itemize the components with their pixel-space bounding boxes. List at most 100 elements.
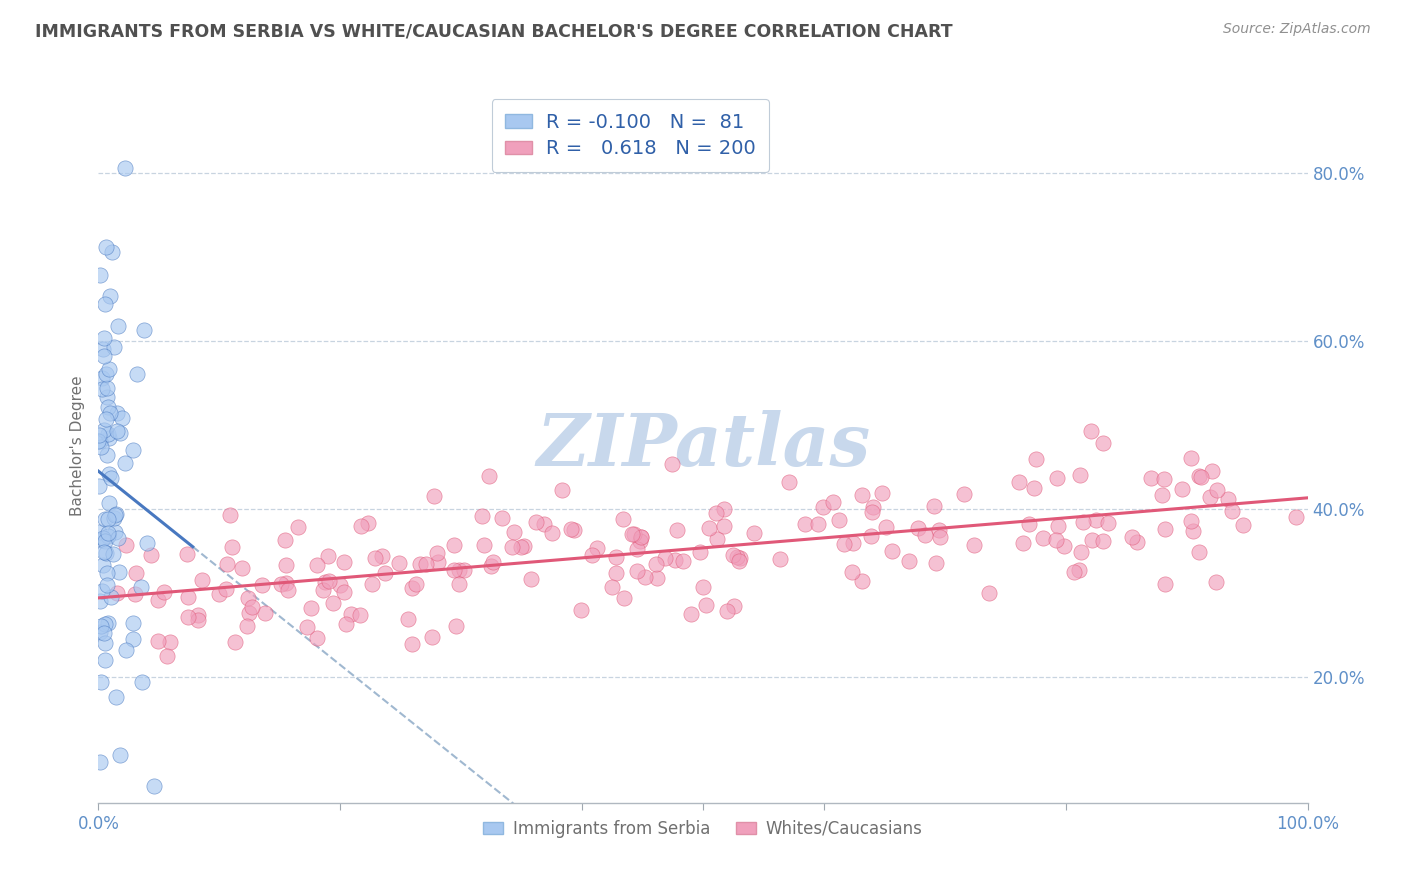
Point: [129, 580, 152, 594]
Point: [447, 576, 470, 591]
Point: [103, 511, 125, 525]
Point: [177, 610, 200, 624]
Point: [1081, 533, 1104, 547]
Point: [90, 533, 112, 548]
Point: [91, 583, 114, 598]
Point: [1067, 563, 1090, 577]
Point: [1189, 470, 1212, 484]
Point: [626, 542, 648, 557]
Point: [560, 522, 582, 536]
Point: [93, 423, 115, 437]
Point: [689, 545, 711, 559]
Point: [623, 526, 645, 541]
Point: [605, 566, 627, 581]
Point: [769, 552, 792, 566]
Point: [423, 489, 446, 503]
Point: [977, 586, 1000, 600]
Point: [963, 538, 986, 552]
Point: [922, 499, 945, 513]
Point: [215, 557, 238, 571]
Point: [1053, 540, 1076, 554]
Point: [520, 572, 543, 586]
Point: [524, 515, 547, 529]
Point: [704, 506, 727, 520]
Y-axis label: Bachelor's Degree: Bachelor's Degree: [70, 376, 86, 516]
Point: [96, 546, 118, 560]
Point: [1070, 545, 1092, 559]
Point: [1080, 424, 1102, 438]
Point: [339, 607, 361, 622]
Point: [444, 619, 467, 633]
Point: [114, 161, 136, 176]
Point: [125, 566, 148, 580]
Point: [621, 526, 644, 541]
Point: [94, 635, 117, 649]
Point: [512, 539, 534, 553]
Point: [105, 424, 128, 438]
Point: [89, 434, 111, 448]
Point: [141, 548, 163, 562]
Point: [97, 615, 120, 630]
Point: [187, 614, 209, 628]
Point: [1188, 469, 1211, 483]
Text: Source: ZipAtlas.com: Source: ZipAtlas.com: [1223, 22, 1371, 37]
Point: [405, 577, 427, 591]
Point: [654, 550, 676, 565]
Point: [96, 578, 118, 592]
Point: [1153, 472, 1175, 486]
Point: [224, 634, 246, 648]
Point: [742, 525, 765, 540]
Point: [98, 467, 121, 481]
Point: [101, 547, 124, 561]
Point: [153, 585, 176, 599]
Point: [97, 426, 120, 441]
Point: [90, 675, 112, 690]
Point: [110, 747, 132, 762]
Point: [862, 500, 884, 514]
Point: [236, 619, 259, 633]
Point: [725, 549, 748, 564]
Point: [191, 573, 214, 587]
Point: [1091, 435, 1114, 450]
Point: [299, 601, 322, 615]
Point: [240, 599, 263, 614]
Point: [316, 549, 339, 564]
Point: [1152, 487, 1174, 501]
Point: [98, 407, 121, 421]
Point: [727, 553, 749, 567]
Point: [644, 557, 666, 571]
Point: [860, 505, 883, 519]
Point: [208, 586, 231, 600]
Point: [1069, 468, 1091, 483]
Point: [841, 565, 863, 579]
Point: [533, 516, 555, 531]
Point: [89, 593, 111, 607]
Point: [124, 587, 146, 601]
Point: [679, 607, 702, 621]
Point: [307, 558, 329, 573]
Point: [96, 390, 118, 404]
Point: [98, 362, 121, 376]
Point: [349, 607, 371, 622]
Point: [127, 368, 149, 382]
Point: [91, 342, 114, 356]
Point: [107, 318, 129, 333]
Point: [401, 636, 423, 650]
Point: [121, 616, 143, 631]
Point: [821, 495, 844, 509]
Point: [478, 469, 501, 483]
Point: [453, 563, 475, 577]
Point: [90, 440, 112, 454]
Point: [136, 536, 159, 550]
Point: [100, 244, 122, 259]
Point: [335, 617, 357, 632]
Point: [415, 557, 437, 571]
Point: [350, 519, 373, 533]
Point: [875, 520, 897, 534]
Point: [898, 554, 921, 568]
Point: [914, 528, 936, 542]
Point: [276, 558, 298, 572]
Point: [270, 577, 292, 591]
Point: [370, 549, 392, 563]
Point: [93, 626, 115, 640]
